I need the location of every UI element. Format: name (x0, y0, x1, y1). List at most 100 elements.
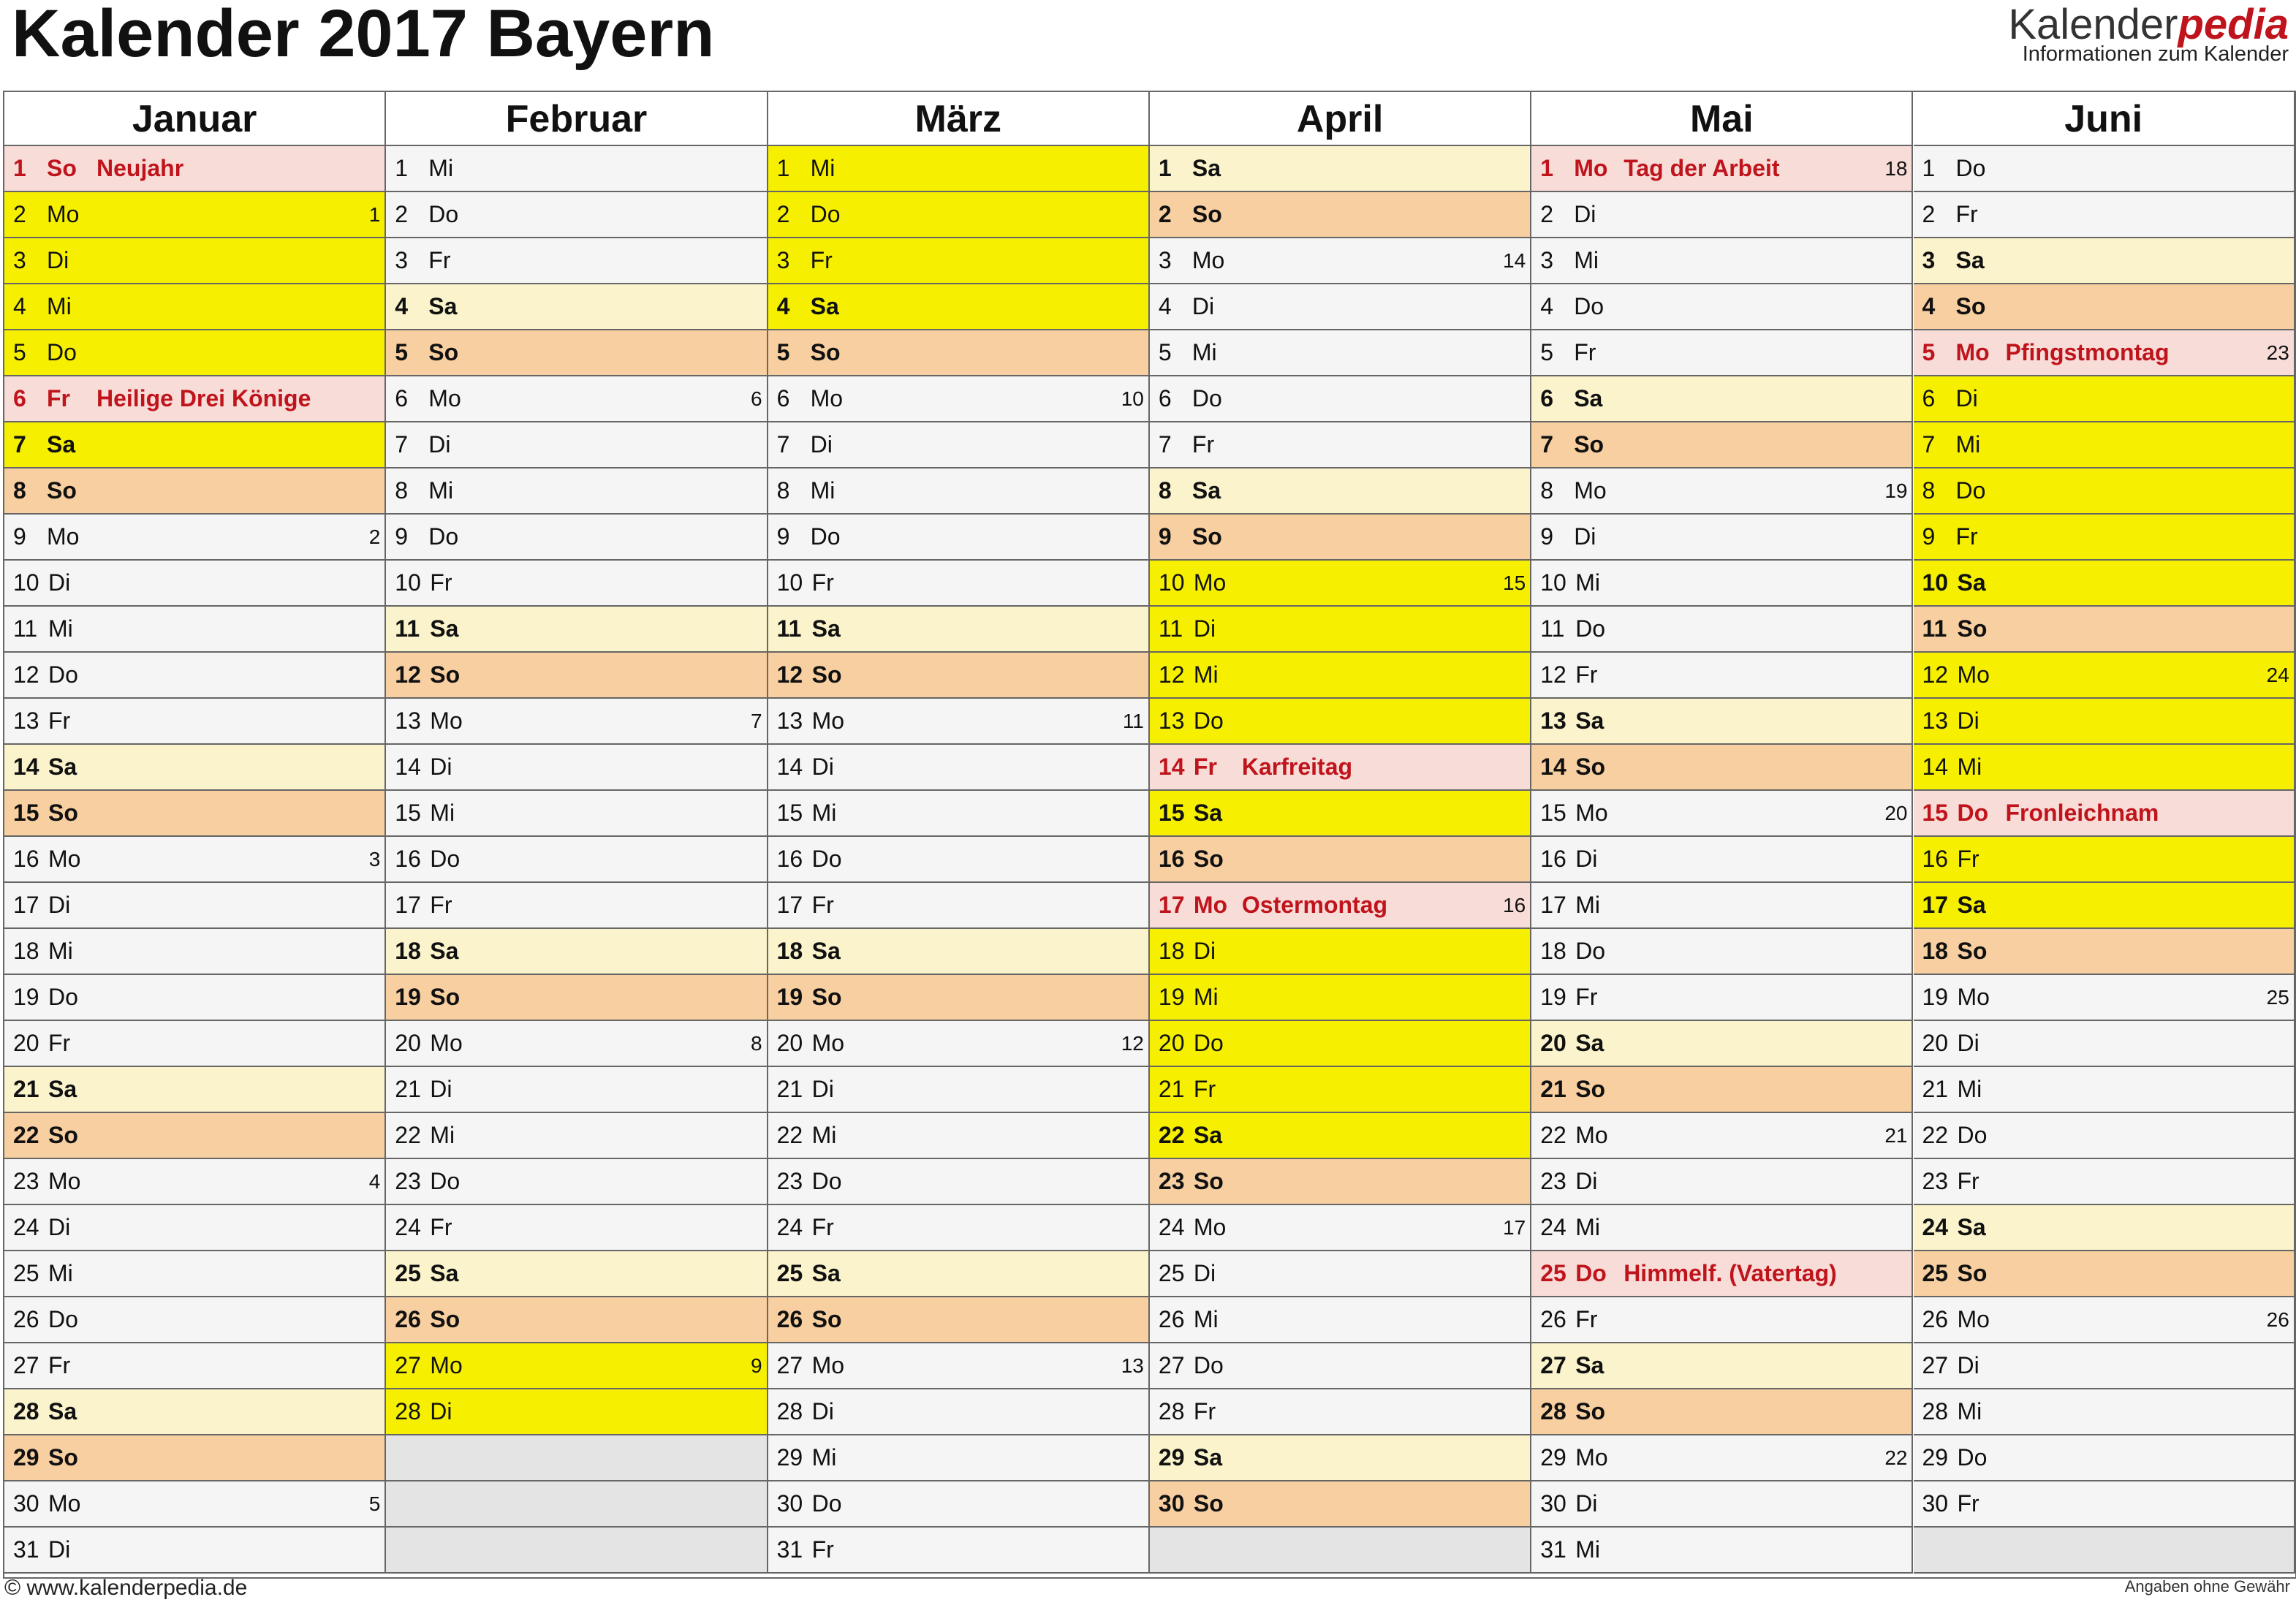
day-cell: 30 Do (768, 1481, 1150, 1528)
day-number: 23 (1540, 1168, 1566, 1194)
day-cell: 26 Mi (1149, 1297, 1532, 1343)
day-number: 3 (776, 247, 790, 273)
weekday: Mi (811, 800, 837, 826)
day-cell: 12 Mo 24 (1913, 653, 2295, 699)
day-number: 6 (1922, 385, 1936, 411)
day-cell: 30 Di (1531, 1481, 1914, 1528)
day-number: 25 (13, 1260, 39, 1286)
day-cell: 17 Sa (1913, 883, 2295, 929)
weekday: Di (1957, 1352, 1979, 1378)
day-cell: 21 Fr (1149, 1067, 1532, 1113)
weekday: Do (428, 201, 459, 227)
weekday: Fr (47, 385, 70, 411)
weekday: Di (811, 1398, 834, 1424)
day-number: 24 (13, 1214, 39, 1240)
holiday: Himmelf. (Vatertag) (1624, 1260, 1837, 1286)
holiday: Heilige Drei Könige (96, 385, 311, 411)
day-cell: 4 Do (1531, 284, 1914, 330)
weekday: Mo (1575, 800, 1608, 826)
weekday: Mo (430, 707, 463, 734)
weekday: Mi (48, 938, 73, 964)
day-number: 8 (1540, 477, 1553, 504)
weekday: Do (811, 1168, 842, 1194)
day-cell: 12 So (768, 653, 1150, 699)
week-number: 19 (1884, 479, 1908, 502)
day-cell (386, 1481, 768, 1528)
weekday: Do (810, 523, 841, 550)
day-cell: 17 Mo Ostermontag 16 (1149, 883, 1532, 929)
month-header: April (1149, 92, 1532, 146)
weekday: Di (810, 431, 833, 458)
day-cell: 8 Do (1913, 468, 2295, 515)
day-number: 7 (776, 431, 790, 458)
day-number: 9 (1922, 523, 1936, 550)
weekday: Di (1574, 201, 1596, 227)
day-number: 21 (395, 1076, 421, 1102)
day-number: 11 (1922, 615, 1947, 642)
day-number: 9 (13, 523, 26, 550)
day-cell: 24 Mi (1531, 1205, 1914, 1251)
day-cell: 25 Do Himmelf. (Vatertag) (1531, 1251, 1914, 1297)
day-number: 19 (776, 984, 803, 1010)
weekday: Mi (1575, 1536, 1600, 1563)
day-cell: 8 Mi (386, 468, 768, 515)
weekday: Sa (1575, 1352, 1604, 1378)
day-cell: 14 Di (768, 745, 1150, 791)
day-number: 26 (1540, 1306, 1566, 1332)
weekday: Mo (1575, 1444, 1608, 1471)
day-cell: 16 Do (768, 837, 1150, 883)
day-number: 1 (13, 155, 26, 181)
weekday: Di (1957, 707, 1979, 734)
day-cell: 7 Di (386, 422, 768, 468)
day-cell: 24 Mo 17 (1149, 1205, 1532, 1251)
day-number: 21 (13, 1076, 39, 1102)
day-number: 20 (13, 1030, 39, 1056)
day-number: 9 (1158, 523, 1172, 550)
weekday: Mo (811, 1030, 845, 1056)
day-number: 6 (776, 385, 790, 411)
day-number: 30 (1540, 1490, 1566, 1517)
day-cell: 25 Sa (386, 1251, 768, 1297)
weekday: Di (1574, 523, 1596, 550)
day-cell: 15 Mi (386, 791, 768, 837)
week-number: 22 (1884, 1446, 1908, 1469)
week-number: 2 (368, 525, 381, 548)
day-number: 6 (1158, 385, 1172, 411)
day-cell: 20 Fr (4, 1021, 387, 1067)
day-cell: 1 Sa (1149, 146, 1532, 192)
day-number: 19 (395, 984, 421, 1010)
day-number: 28 (13, 1398, 39, 1424)
day-cell: 18 So (1913, 929, 2295, 975)
day-number: 21 (1540, 1076, 1566, 1102)
day-number: 13 (13, 707, 39, 734)
weekday: Sa (810, 293, 839, 319)
day-cell: 24 Fr (386, 1205, 768, 1251)
weekday: Sa (47, 431, 76, 458)
day-number: 26 (776, 1306, 803, 1332)
week-number: 1 (368, 203, 381, 226)
day-cell: 1 Do (1913, 146, 2295, 192)
weekday: So (1191, 523, 1222, 550)
week-number: 4 (368, 1170, 381, 1193)
day-number: 28 (1158, 1398, 1185, 1424)
weekday: So (811, 984, 842, 1010)
day-cell: 26 Fr (1531, 1297, 1914, 1343)
day-cell: 4 Mi (4, 284, 387, 330)
day-number: 13 (776, 707, 803, 734)
weekday: Mi (1193, 661, 1219, 688)
day-cell: 14 So (1531, 745, 1914, 791)
weekday: Di (48, 1536, 71, 1563)
day-number: 21 (1158, 1076, 1185, 1102)
weekday: Di (48, 1214, 71, 1240)
day-cell: 21 Sa (4, 1067, 387, 1113)
day-cell: 26 Mo 26 (1913, 1297, 2295, 1343)
weekday: Fr (1957, 1490, 1979, 1517)
day-cell: 29 Mi (768, 1435, 1150, 1481)
day-cell (1913, 1528, 2295, 1574)
day-cell: 22 Mo 21 (1531, 1113, 1914, 1159)
weekday: Di (1193, 615, 1216, 642)
day-number: 11 (1540, 615, 1565, 642)
day-number: 7 (13, 431, 26, 458)
day-number: 18 (776, 938, 803, 964)
day-number: 21 (776, 1076, 803, 1102)
